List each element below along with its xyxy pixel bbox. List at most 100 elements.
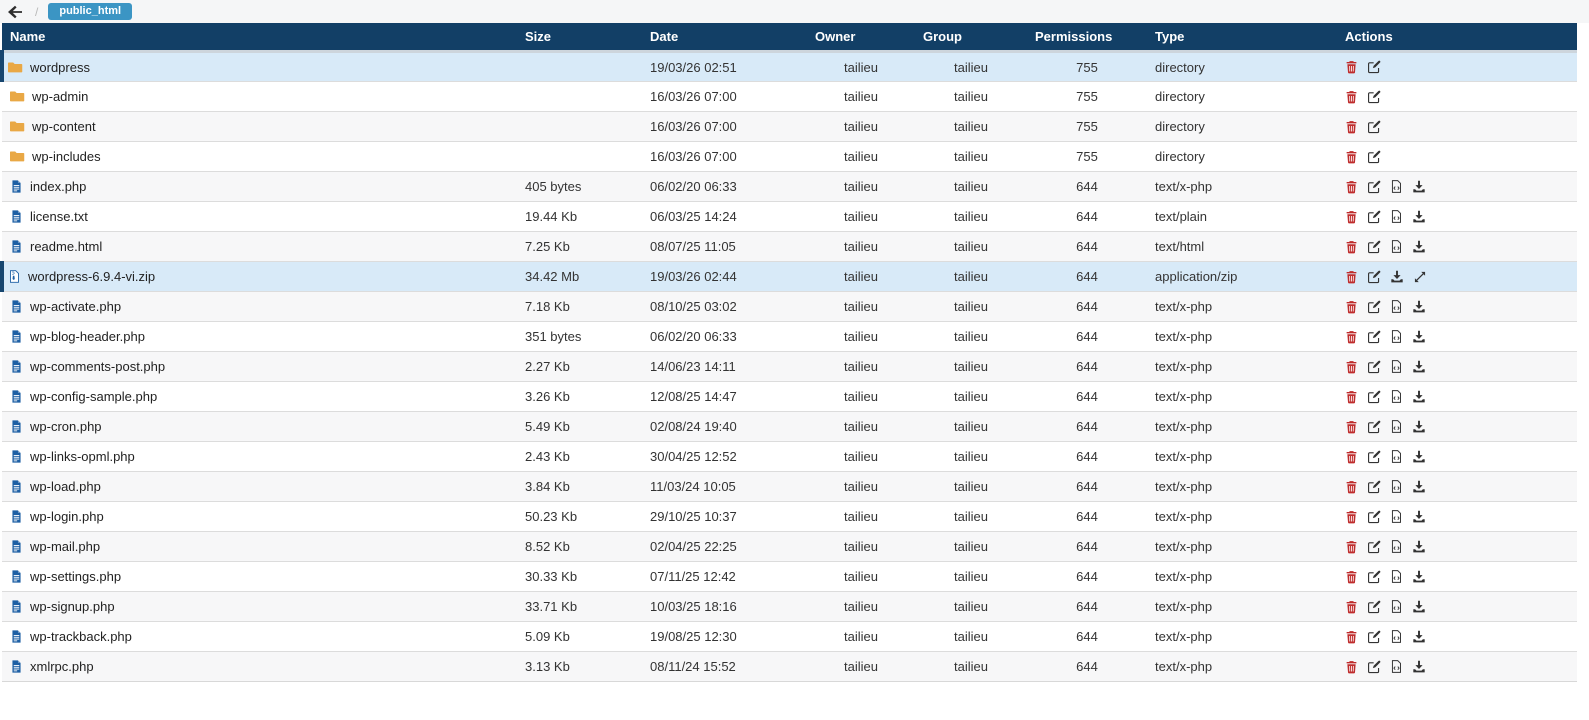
- delete-button[interactable]: [1345, 120, 1358, 134]
- file-name[interactable]: wp-admin: [32, 89, 89, 104]
- edit-button[interactable]: [1367, 90, 1381, 104]
- file-row[interactable]: wp-trackback.php 5.09 Kb 19/08/25 12:30 tai…: [2, 621, 1577, 652]
- view-code-button[interactable]: [1390, 239, 1403, 254]
- file-row[interactable]: wp-links-opml.php 2.43 Kb 30/04/25 12:52 ta…: [2, 441, 1577, 472]
- edit-button[interactable]: [1367, 420, 1381, 434]
- download-button[interactable]: [1412, 240, 1426, 254]
- download-button[interactable]: [1412, 600, 1426, 614]
- edit-button[interactable]: [1367, 570, 1381, 584]
- download-button[interactable]: [1412, 180, 1426, 194]
- file-row[interactable]: wp-settings.php 30.33 Kb 07/11/25 12:42 tai…: [2, 561, 1577, 592]
- file-name[interactable]: wordpress: [30, 59, 90, 75]
- download-button[interactable]: [1412, 630, 1426, 644]
- edit-button[interactable]: [1367, 480, 1381, 494]
- edit-button[interactable]: [1367, 270, 1381, 284]
- delete-button[interactable]: [1345, 210, 1358, 224]
- view-code-button[interactable]: [1390, 599, 1403, 614]
- directory-row[interactable]: wordpress 19/03/26 02:51 tailieu tailieu 755…: [0, 51, 1577, 82]
- edit-button[interactable]: [1367, 150, 1381, 164]
- delete-button[interactable]: [1345, 420, 1358, 434]
- download-button[interactable]: [1412, 420, 1426, 434]
- download-button[interactable]: [1412, 570, 1426, 584]
- file-row[interactable]: wp-cron.php 5.49 Kb 02/08/24 19:40 tailieu t…: [2, 411, 1577, 442]
- file-name[interactable]: wp-config-sample.php: [30, 389, 158, 404]
- delete-button[interactable]: [1345, 180, 1358, 194]
- delete-button[interactable]: [1345, 450, 1358, 464]
- directory-row[interactable]: wp-content 16/03/26 07:00 tailieu tailieu 75…: [2, 111, 1577, 142]
- edit-button[interactable]: [1367, 450, 1381, 464]
- file-name[interactable]: xmlrpc.php: [30, 659, 94, 674]
- file-name[interactable]: wp-signup.php: [30, 599, 115, 614]
- download-button[interactable]: [1412, 300, 1426, 314]
- download-button[interactable]: [1412, 390, 1426, 404]
- file-name[interactable]: wp-content: [32, 119, 96, 134]
- file-name[interactable]: wordpress-6.9.4-vi.zip: [28, 269, 156, 284]
- file-row[interactable]: wp-login.php 50.23 Kb 29/10/25 10:37 tailie…: [2, 501, 1577, 532]
- delete-button[interactable]: [1345, 390, 1358, 404]
- file-name[interactable]: wp-trackback.php: [30, 629, 132, 644]
- file-name[interactable]: readme.html: [30, 239, 103, 254]
- file-name[interactable]: index.php: [30, 179, 87, 194]
- edit-button[interactable]: [1367, 540, 1381, 554]
- download-button[interactable]: [1412, 540, 1426, 554]
- file-name[interactable]: wp-settings.php: [30, 569, 122, 584]
- delete-button[interactable]: [1345, 480, 1358, 494]
- edit-button[interactable]: [1367, 120, 1381, 134]
- view-code-button[interactable]: [1390, 389, 1403, 404]
- file-name[interactable]: wp-cron.php: [30, 419, 102, 434]
- view-code-button[interactable]: [1390, 479, 1403, 494]
- edit-button[interactable]: [1367, 300, 1381, 314]
- download-button[interactable]: [1412, 450, 1426, 464]
- delete-button[interactable]: [1345, 60, 1358, 74]
- file-row[interactable]: wp-load.php 3.84 Kb 11/03/24 10:05 tailieu t…: [2, 471, 1577, 502]
- extract-button[interactable]: [1413, 270, 1427, 284]
- delete-button[interactable]: [1345, 240, 1358, 254]
- directory-row[interactable]: wp-admin 16/03/26 07:00 tailieu tailieu 755 d…: [2, 81, 1577, 112]
- edit-button[interactable]: [1367, 510, 1381, 524]
- delete-button[interactable]: [1345, 510, 1358, 524]
- delete-button[interactable]: [1345, 90, 1358, 104]
- download-button[interactable]: [1412, 210, 1426, 224]
- file-row[interactable]: wp-blog-header.php 351 bytes 06/02/20 06:3…: [2, 321, 1577, 352]
- edit-button[interactable]: [1367, 360, 1381, 374]
- file-name[interactable]: wp-blog-header.php: [30, 329, 145, 344]
- file-name[interactable]: wp-activate.php: [30, 299, 122, 314]
- download-button[interactable]: [1412, 360, 1426, 374]
- delete-button[interactable]: [1345, 300, 1358, 314]
- file-name[interactable]: license.txt: [30, 209, 88, 224]
- edit-button[interactable]: [1367, 330, 1381, 344]
- view-code-button[interactable]: [1390, 509, 1403, 524]
- edit-button[interactable]: [1367, 180, 1381, 194]
- file-name[interactable]: wp-includes: [32, 149, 101, 164]
- file-row[interactable]: wp-config-sample.php 3.26 Kb 12/08/25 14:4…: [2, 381, 1577, 412]
- file-row[interactable]: readme.html 7.25 Kb 08/07/25 11:05 tailieu t…: [2, 231, 1577, 262]
- delete-button[interactable]: [1345, 360, 1358, 374]
- view-code-button[interactable]: [1390, 179, 1403, 194]
- file-row[interactable]: wp-signup.php 33.71 Kb 10/03/25 18:16 taili…: [2, 591, 1577, 622]
- delete-button[interactable]: [1345, 630, 1358, 644]
- delete-button[interactable]: [1345, 600, 1358, 614]
- file-name[interactable]: wp-load.php: [30, 479, 101, 494]
- view-code-button[interactable]: [1390, 629, 1403, 644]
- view-code-button[interactable]: [1390, 659, 1403, 674]
- file-row[interactable]: license.txt 19.44 Kb 06/03/25 14:24 tailieu…: [2, 201, 1577, 232]
- file-row[interactable]: wp-mail.php 8.52 Kb 02/04/25 22:25 tailieu t…: [2, 531, 1577, 562]
- download-button[interactable]: [1412, 330, 1426, 344]
- directory-row[interactable]: wp-includes 16/03/26 07:00 tailieu tailieu 7…: [2, 141, 1577, 172]
- view-code-button[interactable]: [1390, 539, 1403, 554]
- download-button[interactable]: [1390, 270, 1404, 284]
- view-code-button[interactable]: [1390, 359, 1403, 374]
- file-name[interactable]: wp-login.php: [30, 509, 104, 524]
- edit-button[interactable]: [1367, 210, 1381, 224]
- breadcrumb-public-html[interactable]: public_html: [48, 3, 133, 20]
- download-button[interactable]: [1412, 480, 1426, 494]
- edit-button[interactable]: [1367, 60, 1381, 74]
- file-row[interactable]: xmlrpc.php 3.13 Kb 08/11/24 15:52 tailieu ta…: [2, 651, 1577, 682]
- delete-button[interactable]: [1345, 570, 1358, 584]
- edit-button[interactable]: [1367, 630, 1381, 644]
- edit-button[interactable]: [1367, 660, 1381, 674]
- delete-button[interactable]: [1345, 270, 1358, 284]
- file-row[interactable]: wp-activate.php 7.18 Kb 08/10/25 03:02 tail…: [2, 291, 1577, 322]
- view-code-button[interactable]: [1390, 329, 1403, 344]
- file-row[interactable]: wp-comments-post.php 2.27 Kb 14/06/23 14:1…: [2, 351, 1577, 382]
